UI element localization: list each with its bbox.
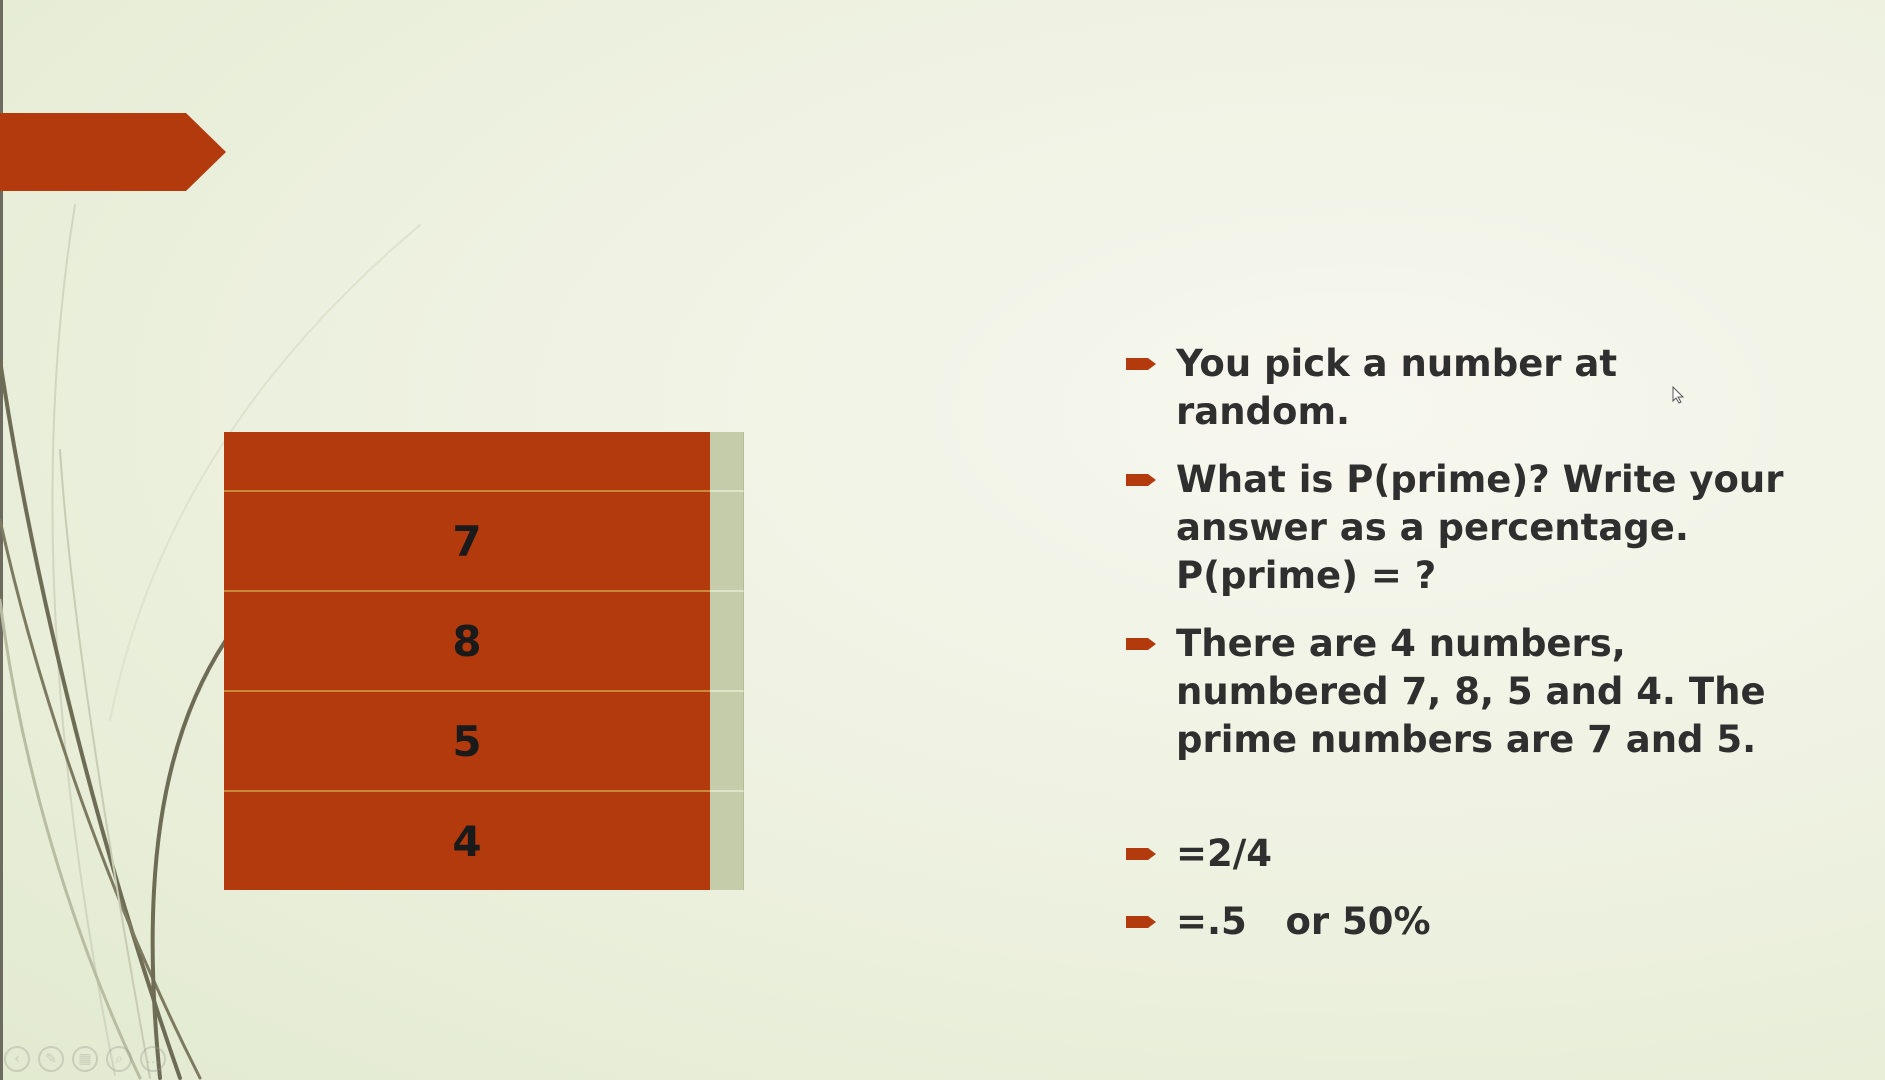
arrow-bullet-icon	[1126, 474, 1156, 486]
bullet-item: You pick a number at random.	[1122, 340, 1802, 436]
card-number: 8	[452, 616, 482, 666]
zoom-icon[interactable]: ⌕	[106, 1046, 132, 1072]
card-tab	[710, 432, 744, 492]
arrow-bullet-icon	[1126, 358, 1156, 370]
bullet-list: You pick a number at random. What is P(p…	[1122, 340, 1802, 966]
card-tab	[710, 692, 744, 792]
slides-icon[interactable]: ▦	[72, 1046, 98, 1072]
card-row: 7	[224, 492, 710, 592]
bullet-item: =2/4	[1122, 830, 1802, 878]
bullet-text: You pick a number at random.	[1176, 342, 1618, 433]
arrow-bullet-icon	[1126, 848, 1156, 860]
card-tab	[710, 792, 744, 890]
bullet-text: There are 4 numbers, numbered 7, 8, 5 an…	[1176, 622, 1766, 761]
bullet-text: =2/4	[1176, 832, 1273, 875]
card-tab	[710, 592, 744, 692]
pen-icon[interactable]: ✎	[38, 1046, 64, 1072]
arrow-bullet-icon	[1126, 916, 1156, 928]
prev-icon[interactable]: ‹	[4, 1046, 30, 1072]
more-icon[interactable]: …	[140, 1046, 166, 1072]
title-banner-tab	[0, 113, 226, 191]
card-stack: 7 8 5 4	[224, 432, 744, 890]
mouse-cursor-icon	[1672, 386, 1684, 404]
card-row: 4	[224, 792, 710, 890]
bullet-item: What is P(prime)? Write your answer as a…	[1122, 456, 1802, 600]
bullet-text: What is P(prime)? Write your answer as a…	[1176, 458, 1784, 597]
bullet-text: =.5 or 50%	[1176, 900, 1431, 943]
card-row	[224, 432, 710, 492]
card-tab	[710, 492, 744, 592]
arrow-bullet-icon	[1126, 638, 1156, 650]
card-number: 7	[452, 516, 482, 566]
left-edge-bar	[0, 0, 3, 1080]
bullet-item: =.5 or 50%	[1122, 898, 1802, 946]
bullet-item: There are 4 numbers, numbered 7, 8, 5 an…	[1122, 620, 1802, 764]
card-row: 8	[224, 592, 710, 692]
card-number: 4	[452, 816, 482, 866]
slideshow-toolbar: ‹ ✎ ▦ ⌕ …	[4, 1046, 166, 1072]
card-number: 5	[452, 716, 482, 766]
card-row: 5	[224, 692, 710, 792]
